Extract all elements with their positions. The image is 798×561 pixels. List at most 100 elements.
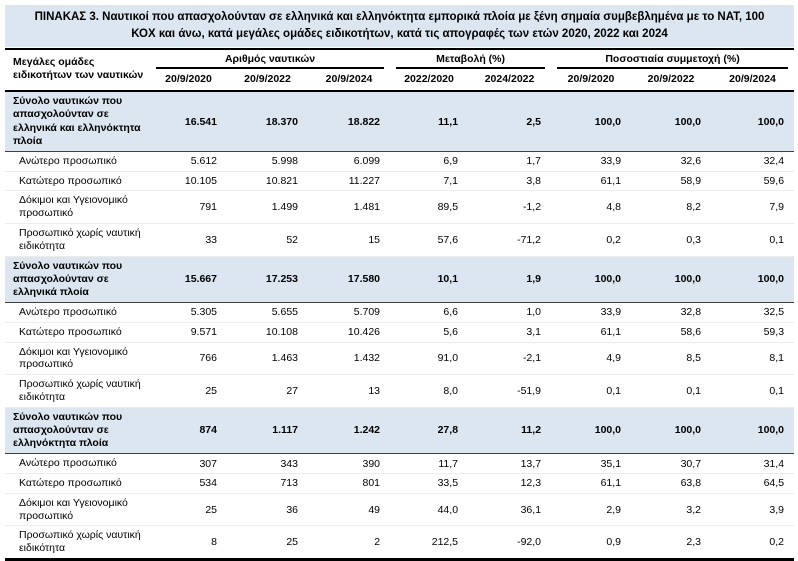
value-cell: 0,1 <box>606 384 622 397</box>
table-row: Ανώτερο προσωπικό 5.305 5.655 5.709 6,6 1,0 33… <box>5 302 795 323</box>
section-total-row: Σύνολο ναυτικών που απασχολούνταν σε ελλ… <box>5 91 795 152</box>
row-label: Δόκιμοι και Υγειονομικό προσωπικό <box>19 345 128 371</box>
value-cell: 10.821 <box>265 175 298 188</box>
value-cell: 8,5 <box>686 352 702 365</box>
value-cell: -92,0 <box>517 536 542 549</box>
value-cell: 31,4 <box>763 457 785 470</box>
value-cell: 100,0 <box>594 273 622 286</box>
value-cell: 1.432 <box>353 352 381 365</box>
value-cell: 390 <box>362 457 381 470</box>
table-row: Δόκιμοι και Υγειονομικό προσωπικό 25 36 49 4… <box>5 493 795 526</box>
value-cell: 17.253 <box>265 273 298 286</box>
value-cell: 58,9 <box>680 175 702 188</box>
value-cell: 10,1 <box>437 273 459 286</box>
value-cell: 11,7 <box>438 457 459 470</box>
table-row: Κατώτερο προσωπικό 10.105 10.821 11.227 7,1 3… <box>5 171 795 191</box>
value-cell: 61,1 <box>600 326 622 339</box>
value-cell: 89,5 <box>437 201 459 214</box>
report-page: ΠΙΝΑΚΑΣ 3. Ναυτικοί που απασχολούνταν σε… <box>5 5 795 561</box>
value-cell: 1.117 <box>272 424 298 437</box>
value-cell: 32,8 <box>680 306 702 319</box>
value-cell: 100,0 <box>674 273 702 286</box>
value-cell: 1.242 <box>353 424 381 437</box>
value-cell: 91,0 <box>437 352 459 365</box>
value-cell: 7,1 <box>443 175 459 188</box>
row-label: Κατώτερο προσωπικό <box>19 476 122 489</box>
value-cell: 801 <box>362 477 381 490</box>
value-cell: 16.541 <box>184 115 217 128</box>
column-header-date: 20/9/2020 <box>551 69 632 93</box>
value-cell: 32,4 <box>763 155 785 168</box>
value-cell: 1.499 <box>271 201 298 214</box>
table-row: Κατώτερο προσωπικό 534 713 801 33,5 12,3 61,1 6… <box>5 473 795 494</box>
value-cell: 6,6 <box>443 306 459 319</box>
value-cell: 63,8 <box>680 477 702 490</box>
value-cell: 52 <box>286 233 298 246</box>
value-cell: 17.580 <box>347 273 381 286</box>
value-cell: 3,2 <box>686 503 702 516</box>
value-cell: 32,5 <box>763 306 785 319</box>
value-cell: 49 <box>368 503 381 516</box>
column-header-date: 20/9/2020 <box>150 69 227 93</box>
value-cell: 100,0 <box>674 424 702 437</box>
value-cell: 3,9 <box>769 503 785 516</box>
value-cell: 10.105 <box>184 175 217 188</box>
value-cell: 1.463 <box>271 352 298 365</box>
table-row: Προσωπικό χωρίς ναυτική ειδικότητα 8 25 2 21… <box>5 525 795 560</box>
value-cell: 61,1 <box>600 477 622 490</box>
section-total-row: Σύνολο ναυτικών που απασχολούνταν σε ελλ… <box>5 256 795 303</box>
value-cell: 100,0 <box>757 273 785 286</box>
value-cell: 100,0 <box>757 115 785 128</box>
value-cell: 100,0 <box>594 424 622 437</box>
value-cell: 5.998 <box>271 155 298 168</box>
value-cell: 11,1 <box>438 115 459 128</box>
table-row: Ανώτερο προσωπικό 307 343 390 11,7 13,7 35,1 30… <box>5 453 795 474</box>
value-cell: 5.305 <box>190 306 217 319</box>
value-cell: 25 <box>286 536 298 549</box>
value-cell: 3,1 <box>526 326 542 339</box>
value-cell: 713 <box>280 477 298 490</box>
table-row: Προσωπικό χωρίς ναυτική ειδικότητα 33 52 15… <box>5 223 795 257</box>
value-cell: 33,9 <box>600 155 622 168</box>
group-header-label: Μεταβολή (%) <box>396 50 546 70</box>
group-header-percentage-share: Ποσοστιαία συμμετοχή (%) <box>551 50 794 70</box>
value-cell: 57,6 <box>437 233 459 246</box>
value-cell: 874 <box>199 424 217 437</box>
value-cell: 0,1 <box>769 384 785 397</box>
value-cell: 5.612 <box>190 155 217 168</box>
value-cell: 11.227 <box>348 175 381 188</box>
value-cell: 8,1 <box>769 352 785 365</box>
value-cell: 534 <box>199 477 217 490</box>
column-header-period: 2024/2022 <box>468 69 552 93</box>
table-title: ΠΙΝΑΚΑΣ 3. Ναυτικοί που απασχολούνταν σε… <box>5 5 794 48</box>
value-cell: 32,6 <box>680 155 702 168</box>
value-cell: 1.481 <box>353 201 381 214</box>
value-cell: 9.571 <box>190 326 217 339</box>
column-header-period: 2022/2020 <box>390 69 469 93</box>
value-cell: 5.709 <box>353 306 381 319</box>
value-cell: 0,3 <box>686 233 702 246</box>
value-cell: 13 <box>368 384 381 397</box>
value-cell: 27 <box>286 384 298 397</box>
value-cell: 61,1 <box>600 175 622 188</box>
value-cell: 27,8 <box>437 424 459 437</box>
value-cell: 11,2 <box>521 424 542 437</box>
value-cell: 59,3 <box>763 326 785 339</box>
value-cell: 44,0 <box>437 503 459 516</box>
group-header-number-of-seafarers: Αριθμός ναυτικών <box>150 50 390 70</box>
value-cell: 15 <box>368 233 381 246</box>
value-cell: 0,1 <box>769 233 785 246</box>
section-total-label: Σύνολο ναυτικών που απασχολούνταν σε ελλ… <box>13 410 123 450</box>
row-label: Ανώτερο προσωπικό <box>19 457 117 470</box>
value-cell: 2,5 <box>526 115 542 128</box>
value-cell: 25 <box>205 384 217 397</box>
value-cell: -2,1 <box>522 352 542 365</box>
section-total-label: Σύνολο ναυτικών που απασχολούνταν σε ελλ… <box>13 259 123 298</box>
value-cell: 18.370 <box>265 115 298 128</box>
value-cell: 12,3 <box>520 477 542 490</box>
value-cell: 13,7 <box>520 457 542 470</box>
value-cell: 100,0 <box>674 115 702 128</box>
row-label: Δόκιμοι και Υγειονομικό προσωπικό <box>19 496 128 522</box>
value-cell: 58,6 <box>680 326 702 339</box>
group-header-change-pct: Μεταβολή (%) <box>390 50 551 70</box>
